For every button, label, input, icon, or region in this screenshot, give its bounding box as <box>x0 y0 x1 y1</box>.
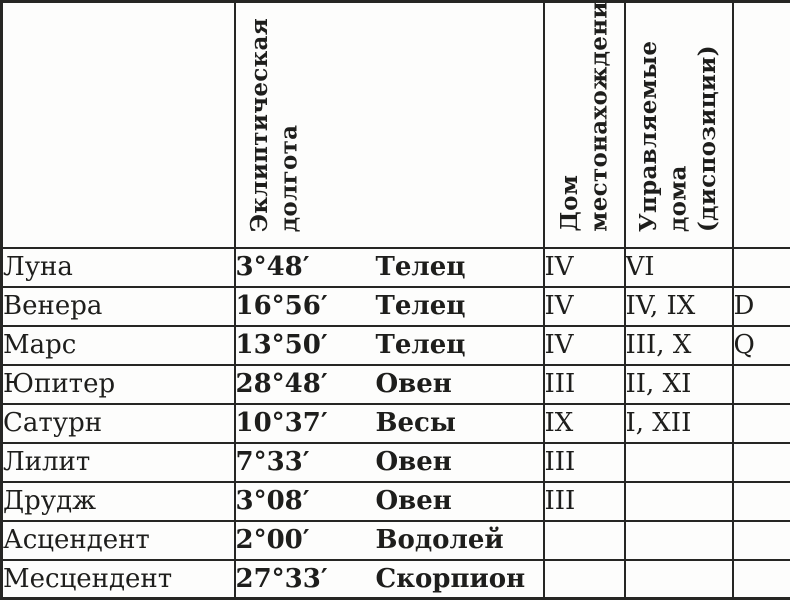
governed-houses-cell: I, XII <box>623 402 734 444</box>
location-house-cell: III <box>542 480 626 522</box>
table-row: Сатурн 10°37′ Весы IX I, XII <box>0 402 790 444</box>
dignity-cell <box>731 480 790 522</box>
longitude-cell: 27°33′ Скорпион <box>233 558 545 600</box>
longitude-degrees: 3°48′ <box>235 252 310 282</box>
zodiac-sign: Овен <box>375 447 452 477</box>
dignity-cell <box>731 402 790 444</box>
longitude-cell: 3°48′ Телец <box>233 246 545 288</box>
zodiac-sign: Телец <box>375 252 466 282</box>
header-dignity-cell <box>731 0 790 249</box>
zodiac-sign: Весы <box>375 408 456 438</box>
longitude-cell: 2°00′ Водолей <box>233 519 545 561</box>
zodiac-sign: Скорпион <box>375 563 526 594</box>
governed-houses-cell <box>623 558 734 600</box>
zodiac-sign: Овен <box>375 369 452 399</box>
header-location-house-label: Дом местонахождения <box>555 1 612 232</box>
zodiac-sign: Водолей <box>375 525 504 555</box>
dignity-cell <box>731 558 790 600</box>
location-house-cell: IV <box>542 285 626 327</box>
zodiac-sign: Телец <box>375 330 466 360</box>
header-row: Эклиптическая долгота Дом местонахождени… <box>0 0 790 249</box>
table-row: Марс 13°50′ Телец IV III, X Q <box>0 324 790 366</box>
planet-name-cell: Юпитер <box>0 363 236 405</box>
longitude-degrees: 13°50′ <box>235 330 328 360</box>
location-house-cell <box>542 519 626 561</box>
longitude-degrees: 7°33′ <box>235 447 310 477</box>
longitude-cell: 16°56′ Телец <box>233 285 545 327</box>
zodiac-sign: Телец <box>375 291 466 321</box>
header-governed-houses-label: Управляемые дома (диспозиции) <box>635 40 722 232</box>
longitude-cell: 28°48′ Овен <box>233 363 545 405</box>
table-row: Друдж 3°08′ Овен III <box>0 480 790 522</box>
table-row: Венера 16°56′ Телец IV IV, IX D <box>0 285 790 327</box>
governed-houses-cell <box>623 519 734 561</box>
longitude-cell: 3°08′ Овен <box>233 480 545 522</box>
location-house-cell: IV <box>542 246 626 288</box>
table-row: Луна 3°48′ Телец IV VI <box>0 246 790 288</box>
longitude-cell: 7°33′ Овен <box>233 441 545 483</box>
governed-houses-cell: VI <box>623 246 734 288</box>
dignity-cell <box>731 246 790 288</box>
longitude-degrees: 10°37′ <box>235 408 328 438</box>
table-row: Юпитер 28°48′ Овен III II, XI <box>0 363 790 405</box>
longitude-degrees: 2°00′ <box>235 525 310 555</box>
planet-name-cell: Марс <box>0 324 236 366</box>
header-ecliptic-longitude-label: Эклиптическая долгота <box>245 17 302 232</box>
planet-name-cell: Месцендент <box>0 558 236 600</box>
longitude-degrees: 3°08′ <box>235 486 310 516</box>
governed-houses-cell <box>623 441 734 483</box>
governed-houses-cell: IV, IX <box>623 285 734 327</box>
planet-name-cell: Друдж <box>0 480 236 522</box>
location-house-cell: IX <box>542 402 626 444</box>
governed-houses-cell: II, XI <box>623 363 734 405</box>
table-row: Месцендент 27°33′ Скорпион <box>0 558 790 600</box>
planet-name-cell: Венера <box>0 285 236 327</box>
dignity-cell <box>731 441 790 483</box>
dignity-cell <box>731 519 790 561</box>
planet-name-cell: Луна <box>0 246 236 288</box>
governed-houses-cell: III, X <box>623 324 734 366</box>
header-ecliptic-longitude: Эклиптическая долгота <box>233 0 545 249</box>
longitude-cell: 10°37′ Весы <box>233 402 545 444</box>
header-location-house: Дом местонахождения <box>542 0 626 249</box>
planet-name-cell: Сатурн <box>0 402 236 444</box>
dignity-cell <box>731 363 790 405</box>
dignity-cell: Q <box>731 324 790 366</box>
location-house-cell: IV <box>542 324 626 366</box>
table-row: Асцендент 2°00′ Водолей <box>0 519 790 561</box>
planet-name-cell: Лилит <box>0 441 236 483</box>
zodiac-sign: Овен <box>375 486 452 516</box>
header-empty-cell <box>0 0 236 249</box>
location-house-cell <box>542 558 626 600</box>
location-house-cell: III <box>542 441 626 483</box>
longitude-degrees: 27°33′ <box>235 563 328 594</box>
header-governed-houses: Управляемые дома (диспозиции) <box>623 0 734 249</box>
longitude-degrees: 16°56′ <box>235 291 328 321</box>
dignity-cell: D <box>731 285 790 327</box>
longitude-cell: 13°50′ Телец <box>233 324 545 366</box>
governed-houses-cell <box>623 480 734 522</box>
location-house-cell: III <box>542 363 626 405</box>
longitude-degrees: 28°48′ <box>235 369 328 399</box>
table-row: Лилит 7°33′ Овен III <box>0 441 790 483</box>
planet-name-cell: Асцендент <box>0 519 236 561</box>
